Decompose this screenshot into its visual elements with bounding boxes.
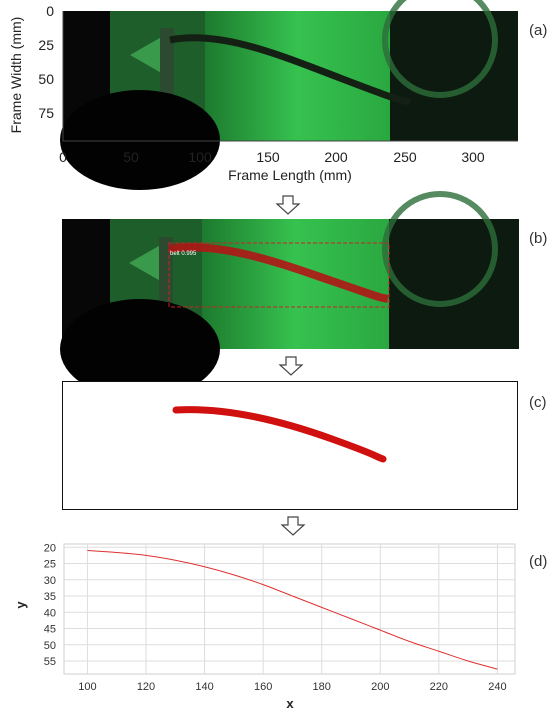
x-tick-label: 140 <box>195 681 213 693</box>
y-tick-label: 55 <box>44 656 56 668</box>
down-arrow-icon <box>278 356 304 376</box>
x-axis-title: x <box>286 696 294 711</box>
belt-strip-a <box>169 34 411 106</box>
belt-mask-b <box>168 243 389 303</box>
camera-frame-b <box>60 191 519 399</box>
xtick-a-300: 300 <box>461 149 485 165</box>
xtick-a-50: 50 <box>123 149 139 165</box>
y-tick-label: 40 <box>44 607 56 619</box>
y-tick-label: 35 <box>44 591 56 603</box>
x-tick-label: 240 <box>488 681 506 693</box>
y-tick-label: 25 <box>44 559 56 571</box>
x-tick-label: 120 <box>137 681 155 693</box>
ytick-a-75: 75 <box>38 105 54 121</box>
panel-a-figure: 0 50 100 150 200 250 300 0 25 50 75 Fram… <box>8 0 518 190</box>
belt-mask-c <box>172 406 387 463</box>
panel-d-chart: 100 120 140 160 180 200 220 240 20 25 30 35 40 45 50 55… <box>13 542 516 711</box>
y-tick-label: 30 <box>44 575 56 587</box>
panel-label-b: (b) <box>529 230 548 247</box>
x-tick-label: 100 <box>78 681 96 693</box>
ytick-a-50: 50 <box>38 71 54 87</box>
x-tick-label: 220 <box>430 681 448 693</box>
detection-bounding-box <box>168 242 390 308</box>
panel-b-figure: belt 0.995 <box>60 191 519 399</box>
panel-label-a: (a) <box>529 22 548 39</box>
down-arrow-icon <box>275 195 301 215</box>
y-tick-label: 20 <box>44 542 56 554</box>
axes-a: 0 50 100 150 200 250 300 0 25 50 75 Fram… <box>8 3 518 183</box>
xlabel-a: Frame Length (mm) <box>228 167 352 183</box>
xtick-a-250: 250 <box>393 149 417 165</box>
panel-label-d: (d) <box>529 553 548 570</box>
x-tick-label: 180 <box>313 681 331 693</box>
xtick-a-100: 100 <box>188 149 212 165</box>
camera-frame-a <box>60 0 518 190</box>
y-axis-title: y <box>13 601 28 609</box>
ytick-a-25: 25 <box>38 37 54 53</box>
panel-label-c: (c) <box>529 394 547 411</box>
x-tick-label: 200 <box>371 681 389 693</box>
series-line <box>87 550 498 670</box>
plot-area <box>63 543 516 675</box>
y-tick-label: 45 <box>44 624 56 636</box>
ytick-a-0: 0 <box>46 3 54 19</box>
xtick-a-0: 0 <box>59 149 67 165</box>
down-arrow-icon <box>280 516 306 536</box>
xtick-a-150: 150 <box>256 149 280 165</box>
x-tick-label: 160 <box>254 681 272 693</box>
tick-labels: 100 120 140 160 180 200 220 240 20 25 30 35 40 45 50 55 <box>44 542 507 693</box>
grid <box>64 544 515 674</box>
y-tick-label: 50 <box>44 640 56 652</box>
ylabel-a: Frame Width (mm) <box>8 17 24 134</box>
detection-label: belt 0.995 <box>170 251 197 257</box>
panel-c-figure <box>62 381 518 510</box>
xtick-a-200: 200 <box>324 149 348 165</box>
